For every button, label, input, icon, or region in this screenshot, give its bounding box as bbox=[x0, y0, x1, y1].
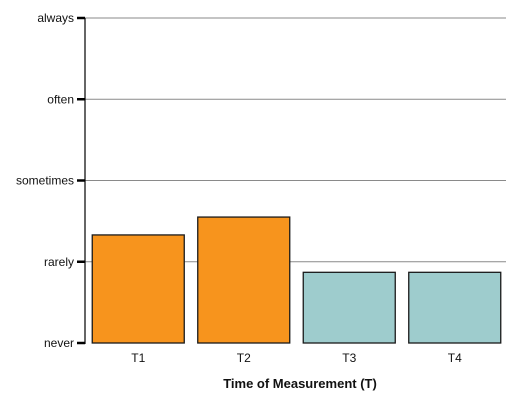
y-tick-label: always bbox=[37, 11, 74, 25]
y-tick-label: never bbox=[44, 336, 74, 350]
y-tick-label: sometimes bbox=[16, 174, 74, 188]
x-tick-label: T4 bbox=[448, 351, 462, 365]
x-tick-label: T3 bbox=[342, 351, 356, 365]
bar-t1 bbox=[91, 234, 185, 344]
gridlines bbox=[85, 17, 506, 263]
bar-t2 bbox=[197, 216, 291, 344]
y-tick-label: rarely bbox=[44, 255, 74, 269]
x-axis-title: Time of Measurement (T) bbox=[223, 376, 377, 391]
bar-t3 bbox=[302, 271, 396, 344]
bar-t4 bbox=[408, 271, 502, 344]
y-tick-labels: never rarely sometimes often always bbox=[16, 11, 74, 350]
x-tick-labels: T1 T2 T3 T4 bbox=[131, 351, 462, 365]
axes bbox=[77, 16, 86, 345]
y-tick-label: often bbox=[47, 92, 74, 106]
bars bbox=[91, 216, 502, 344]
x-tick-label: T1 bbox=[131, 351, 145, 365]
x-tick-label: T2 bbox=[237, 351, 251, 365]
